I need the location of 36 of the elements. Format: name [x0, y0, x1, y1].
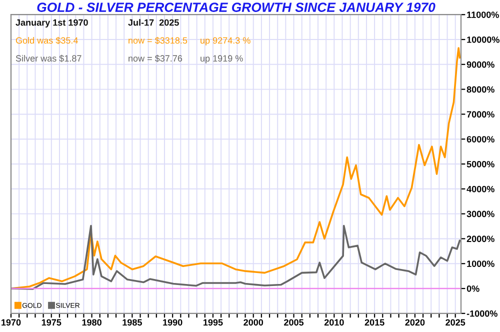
y-tick-label: 1000% — [467, 260, 494, 267]
x-tick-label: 1990 — [163, 319, 182, 326]
annotation: Jul-17 2025 — [128, 19, 179, 26]
annotation: up 1919 % — [200, 55, 243, 64]
x-tick-label: 2010 — [324, 319, 344, 326]
y-tick-label: 5000% — [466, 160, 494, 168]
x-tick-label: 1995 — [204, 319, 223, 326]
x-tick-label: 1980 — [82, 319, 102, 326]
y-tick-label: 9000% — [466, 61, 494, 68]
y-tick-label: 0% — [466, 285, 480, 292]
annotation: now = $3318.5 — [128, 36, 188, 44]
annotation: January 1st 1970 — [16, 19, 88, 28]
annotation: now = $37.76 — [128, 54, 182, 62]
annotation: Silver was $1.87 — [16, 54, 82, 62]
x-tick-label: 2020 — [405, 319, 425, 326]
x-tick-label: 1975 — [42, 319, 62, 326]
x-tick-label: 1985 — [122, 319, 142, 326]
y-tick-label: 8000% — [466, 86, 494, 93]
x-tick-label: 2025 — [446, 319, 466, 326]
y-tick-label: 7000% — [466, 111, 494, 118]
annotation: up 9274.3 % — [200, 37, 250, 46]
annotation: Gold was $35.4 — [16, 36, 78, 44]
y-tick-label: -1000% — [466, 310, 498, 317]
y-tick-label: 10000% — [467, 36, 500, 43]
line-series — [11, 224, 461, 290]
x-tick-label: 2015 — [364, 319, 384, 326]
line-series — [11, 47, 461, 290]
y-tick-label: 4000% — [466, 186, 494, 192]
y-tick-label: 11000% — [467, 12, 499, 18]
y-tick-label: 2000% — [466, 236, 494, 242]
x-tick-label: 2005 — [284, 319, 304, 326]
x-tick-label: 1970 — [2, 319, 21, 326]
chart-title: GOLD - SILVER PERCENTAGE GROWTH SINCE JANUARY 1970 — [37, 2, 436, 12]
y-tick-label: 6000% — [466, 136, 494, 142]
x-tick-label: 2000 — [244, 319, 264, 326]
y-tick-label: 3000% — [466, 210, 494, 218]
